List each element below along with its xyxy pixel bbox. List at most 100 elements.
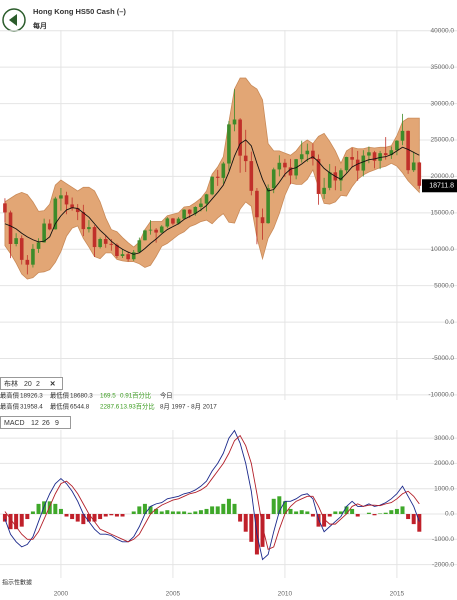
macd-histogram-bar [378,513,383,514]
candle-body [260,217,265,224]
candle-body [215,176,220,178]
macd-histogram-bar [109,513,114,516]
stat-text: 18680.3 [70,393,93,400]
macd-histogram-bar [344,506,349,514]
y-tick-label: 25000.0 [431,137,455,144]
candle-body [19,238,24,260]
candle-body [159,226,164,233]
macd-histogram-bar [310,513,315,517]
candle-body [176,218,181,224]
candle-body [64,195,69,205]
candle-body [339,170,343,181]
macd-histogram-bar [406,513,411,520]
candle-body [187,209,192,214]
macd-histogram-bar [170,511,175,514]
candle-body [299,154,304,160]
macd-histogram-bar [142,503,147,514]
close-icon[interactable]: × [50,378,55,388]
macd-histogram-bar [64,513,69,517]
macd-histogram-bar [215,506,220,514]
macd-histogram-bar [103,513,108,517]
macd-histogram-bar [238,513,243,522]
candle-body [395,140,399,151]
stat-text: 今日 [160,391,173,400]
macd-histogram-bar [165,510,170,514]
candle-body [204,194,209,204]
candle-body [238,119,242,156]
y-tick-label: 1000.0 [434,485,454,492]
y-tick-label: -5000.0 [432,355,454,362]
candle-body [311,150,315,159]
candle-body [355,159,360,171]
macd-histogram-bar [193,511,198,514]
candle-body [361,155,366,171]
macd-histogram-bar [131,511,136,514]
macd-histogram-bar [394,508,399,514]
candle-body [36,242,41,249]
candle-body [372,152,377,161]
candle-body [411,162,416,171]
macd-histogram-bar [232,503,237,514]
macd-histogram-bar [19,513,24,527]
stat-text: 最低價 [50,391,70,400]
subtitle: 每月 [33,21,47,30]
macd-histogram-bar [92,513,97,522]
candle-body [283,162,287,168]
y-tick-label: 20000.0 [431,173,455,180]
macd-histogram-bar [75,513,80,522]
y-tick-label: 0.0 [445,319,454,326]
macd-histogram-bar [243,513,248,532]
candle-body [378,153,382,161]
macd-param: 26 [42,420,50,427]
indicator-box[interactable] [0,377,63,390]
stat-text: 0.91百分比 [120,391,151,400]
macd-histogram-bar [226,498,231,514]
price-label: 18711.8 [429,183,454,190]
candle-body [389,150,394,156]
candle-body [271,169,276,189]
macd-histogram-bar [86,513,91,522]
macd-histogram-bar [8,513,13,530]
indicator-name: 布林 [4,379,18,388]
candle-body [400,130,405,141]
candle-body [232,119,237,125]
macd-histogram-bar [98,513,103,520]
candle-body [31,248,35,265]
macd-histogram-bar [383,512,388,514]
candle-body [87,227,91,230]
macd-histogram-bar [299,510,304,514]
stat-text: 6544.8 [70,404,90,411]
macd-box[interactable] [0,416,71,429]
macd-histogram-bar [350,508,355,514]
macd-histogram-bar [282,501,287,514]
price-label-box [422,179,457,193]
macd-panel: 3000.0 2000.0 1000.0 0.0 -1000.0 -2000.0 2000 2… [0,429,457,598]
macd-histogram-bar [176,511,181,514]
x-tick-label: 2005 [166,591,181,598]
candle-body [8,212,13,244]
x-tick-label: 2015 [390,591,405,598]
y-tick-label: 35000.0 [431,64,455,71]
macd-histogram-bar [338,511,343,514]
candle-body [154,229,158,233]
y-tick-label: 30000.0 [431,100,455,107]
back-arrow[interactable] [9,14,17,26]
y-tick-label: 2000.0 [434,460,454,467]
candle-body [143,230,147,241]
candle-body [182,209,186,219]
candle-body [137,240,142,253]
candle-body [25,259,30,265]
stat-text: 13.93百分比 [120,402,155,411]
macd-histogram-bar [36,503,41,514]
candle-body [165,218,170,227]
candle-body [75,208,80,213]
back-button[interactable] [2,8,26,32]
macd-histogram-bar [417,513,422,532]
macd-histogram-bar [305,511,310,514]
macd-histogram-bar [154,508,159,514]
candle-body [14,238,18,244]
macd-histogram-bar [14,513,19,530]
stat-text: 31958.4 [20,404,43,411]
stat-text: 最高價 [0,391,20,400]
